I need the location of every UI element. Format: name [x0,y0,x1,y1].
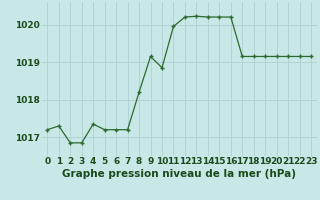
X-axis label: Graphe pression niveau de la mer (hPa): Graphe pression niveau de la mer (hPa) [62,169,296,179]
